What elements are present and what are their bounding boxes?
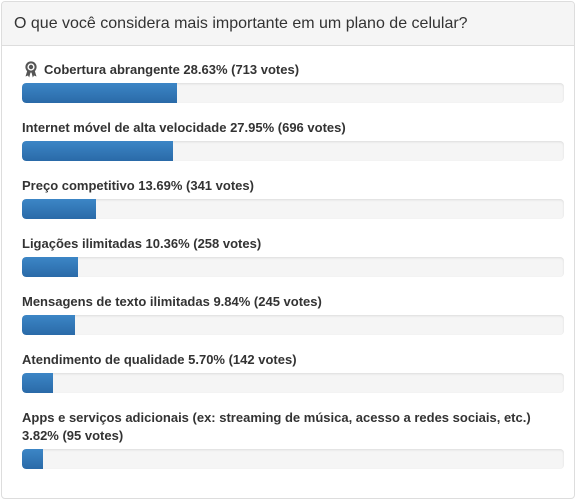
poll-option-label: Preço competitivo 13.69% (341 votes) <box>22 177 564 195</box>
poll-option-progress <box>22 83 564 103</box>
poll-option: Mensagens de texto ilimitadas 9.84% (245… <box>22 293 564 335</box>
poll-option-label: Atendimento de qualidade 5.70% (142 vote… <box>22 351 564 369</box>
poll-option-bar <box>22 373 53 393</box>
poll-option-progress <box>22 257 564 277</box>
poll-option-label: Internet móvel de alta velocidade 27.95%… <box>22 119 564 137</box>
poll-option: Internet móvel de alta velocidade 27.95%… <box>22 119 564 161</box>
poll-option-progress <box>22 373 564 393</box>
poll-option-text: Atendimento de qualidade 5.70% (142 vote… <box>22 352 297 367</box>
poll-option-label: Cobertura abrangente 28.63% (713 votes) <box>22 60 564 79</box>
poll-question: O que você considera mais importante em … <box>2 2 574 46</box>
poll-option-progress <box>22 449 564 469</box>
poll-option: Preço competitivo 13.69% (341 votes) <box>22 177 564 219</box>
poll-options-list: Cobertura abrangente 28.63% (713 votes) … <box>2 46 574 469</box>
poll-option-progress <box>22 199 564 219</box>
poll-option-bar <box>22 141 174 161</box>
poll-option-text: Preço competitivo 13.69% (341 votes) <box>22 178 254 193</box>
poll-option: Apps e serviços adicionais (ex: streamin… <box>22 409 564 469</box>
poll-option-text: Cobertura abrangente 28.63% (713 votes) <box>44 62 300 77</box>
award-ribbon-icon <box>22 60 40 78</box>
poll-option-progress <box>22 141 564 161</box>
poll-option-label: Apps e serviços adicionais (ex: streamin… <box>22 409 564 445</box>
poll-option-text: Apps e serviços adicionais (ex: streamin… <box>22 410 531 443</box>
poll-option: Cobertura abrangente 28.63% (713 votes) <box>22 60 564 103</box>
poll-option-label: Mensagens de texto ilimitadas 9.84% (245… <box>22 293 564 311</box>
poll-option-bar <box>22 199 97 219</box>
poll-option: Ligações ilimitadas 10.36% (258 votes) <box>22 235 564 277</box>
poll-option-bar <box>22 315 76 335</box>
poll-option-text: Internet móvel de alta velocidade 27.95%… <box>22 120 346 135</box>
poll-option-bar <box>22 257 79 277</box>
poll-option-text: Ligações ilimitadas 10.36% (258 votes) <box>22 236 262 251</box>
poll-option: Atendimento de qualidade 5.70% (142 vote… <box>22 351 564 393</box>
poll-option-bar <box>22 449 43 469</box>
poll-option-bar <box>22 83 178 103</box>
poll-option-text: Mensagens de texto ilimitadas 9.84% (245… <box>22 294 322 309</box>
poll-option-progress <box>22 315 564 335</box>
poll-option-label: Ligações ilimitadas 10.36% (258 votes) <box>22 235 564 253</box>
